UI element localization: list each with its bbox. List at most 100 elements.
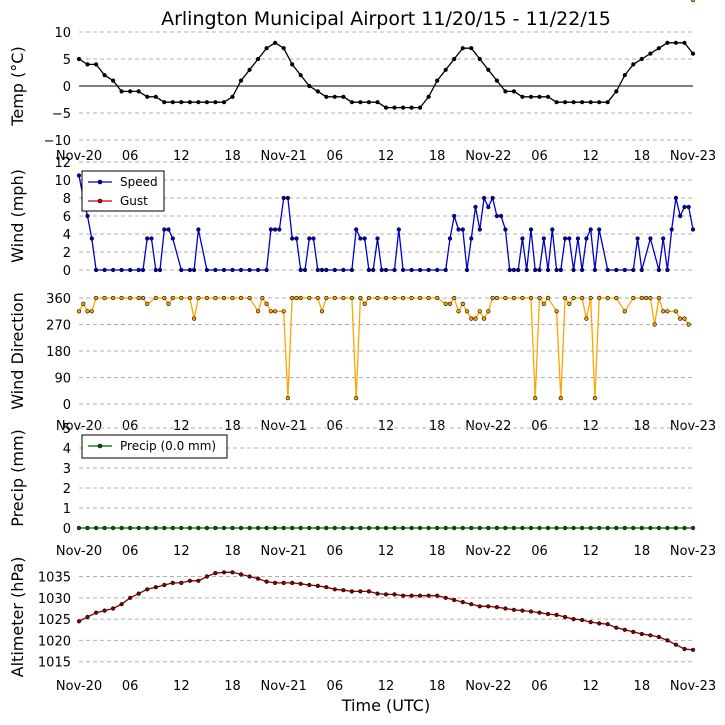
altimeter-data-point — [631, 629, 636, 635]
wind-data-point — [584, 236, 589, 241]
wind-data-point — [379, 267, 384, 273]
temp-data-point — [179, 100, 184, 105]
temp-data-point — [494, 78, 500, 83]
temp-xtick-label: Nov-20 — [56, 149, 102, 164]
direction-data-point — [145, 301, 150, 307]
temp-data-point — [528, 94, 534, 99]
direction-data-point — [128, 295, 133, 301]
altimeter-ytick-label: 1020 — [38, 634, 71, 649]
temp-xtick-label: 06 — [327, 149, 344, 164]
altimeter-data-point — [315, 583, 320, 589]
temp-data-point — [383, 105, 389, 110]
altimeter-data-point — [665, 638, 670, 643]
altimeter-xtick-label: Nov-23 — [670, 679, 716, 694]
direction-data-point — [435, 295, 440, 301]
wind-data-point — [238, 267, 244, 273]
precip-data-point — [639, 525, 644, 531]
precip-ytick-label: 0 — [63, 522, 71, 537]
wind-data-point — [383, 267, 389, 273]
wind-data-point — [149, 236, 154, 241]
altimeter-xtick-label: 12 — [378, 679, 395, 694]
altimeter-data-point — [324, 585, 329, 590]
temp-data-point — [682, 40, 687, 45]
altimeter-data-point — [358, 589, 363, 594]
altimeter-data-point — [307, 582, 312, 588]
precip-data-point — [221, 525, 227, 531]
direction-data-point — [486, 309, 491, 314]
precip-data-point — [128, 525, 133, 531]
wind-legend-marker — [97, 179, 103, 185]
temp-data-point — [358, 100, 363, 105]
altimeter-data-point — [264, 579, 269, 584]
temp-data-point — [162, 100, 167, 105]
temp-data-point — [290, 62, 295, 67]
direction-data-point — [196, 295, 201, 301]
temp-data-point — [452, 56, 457, 62]
precip-data-point — [119, 525, 124, 531]
direction-data-point — [482, 316, 487, 321]
precip-data-point — [648, 525, 653, 531]
altimeter-data-point — [460, 599, 465, 605]
wind-ytick-label: 4 — [63, 228, 71, 243]
temp-data-point — [93, 62, 99, 67]
wind-data-point — [221, 267, 227, 273]
direction-data-point — [110, 295, 116, 301]
wind-data-point — [396, 227, 401, 232]
altimeter-data-point — [537, 610, 542, 615]
temp-data-point — [562, 100, 568, 105]
temp-series-line — [78, 42, 694, 109]
altimeter-data-point — [435, 593, 440, 598]
temp-ytick-label: −5 — [52, 107, 71, 122]
wind-data-point — [507, 267, 512, 273]
temp-data-point — [213, 100, 218, 105]
wind-data-point — [635, 236, 640, 241]
wind-data-point — [661, 236, 666, 241]
altimeter-data-point — [238, 572, 244, 577]
altimeter-data-point — [76, 619, 82, 624]
wind-data-point — [213, 267, 218, 273]
temp-data-point — [298, 73, 303, 78]
direction-xtick-label: 06 — [531, 419, 548, 434]
direction-data-point — [533, 396, 538, 401]
wind-data-point — [499, 213, 504, 219]
direction-data-point — [136, 295, 141, 301]
precip-data-point — [187, 525, 192, 531]
direction-data-point — [554, 309, 559, 314]
direction-data-point — [639, 295, 644, 301]
direction-data-point — [392, 295, 397, 301]
wind-data-point — [490, 195, 495, 201]
altimeter-data-point — [494, 605, 500, 610]
temp-data-point — [230, 94, 235, 99]
temp-data-point — [656, 46, 662, 51]
temp-data-point — [579, 100, 585, 105]
wind-data-point — [76, 173, 82, 178]
wind-data-point — [298, 267, 303, 273]
temp-data-point — [273, 40, 278, 45]
altimeter-ytick-label: 1025 — [38, 613, 71, 628]
precip-data-point — [136, 525, 141, 531]
direction-ytick-label: 180 — [46, 345, 71, 360]
wind-data-point — [285, 195, 291, 201]
direction-data-point — [192, 316, 197, 321]
direction-data-point — [588, 295, 593, 301]
direction-data-point — [452, 295, 457, 301]
wind-data-point — [204, 267, 209, 273]
wind-ytick-label: 2 — [63, 246, 71, 261]
wind-data-point — [503, 227, 508, 232]
precip-data-point — [145, 525, 150, 531]
direction-data-point — [298, 295, 303, 301]
direction-data-point — [170, 295, 175, 301]
precip-data-point — [494, 525, 500, 531]
temp-data-point — [690, 51, 696, 56]
wind-data-point — [136, 267, 141, 273]
wind-data-point — [311, 236, 316, 241]
altimeter-data-point — [477, 604, 482, 609]
direction-data-point — [166, 301, 171, 307]
altimeter-data-point — [622, 627, 627, 632]
altimeter-panel: 1015 1020 1025 1030 1035 Altimeter (hPa) Nov-2… — [8, 557, 716, 694]
wind-data-point — [592, 267, 598, 273]
precip-data-point — [426, 525, 431, 531]
precip-data-point — [170, 525, 175, 531]
direction-data-point — [447, 301, 453, 307]
precip-data-point — [196, 525, 201, 531]
